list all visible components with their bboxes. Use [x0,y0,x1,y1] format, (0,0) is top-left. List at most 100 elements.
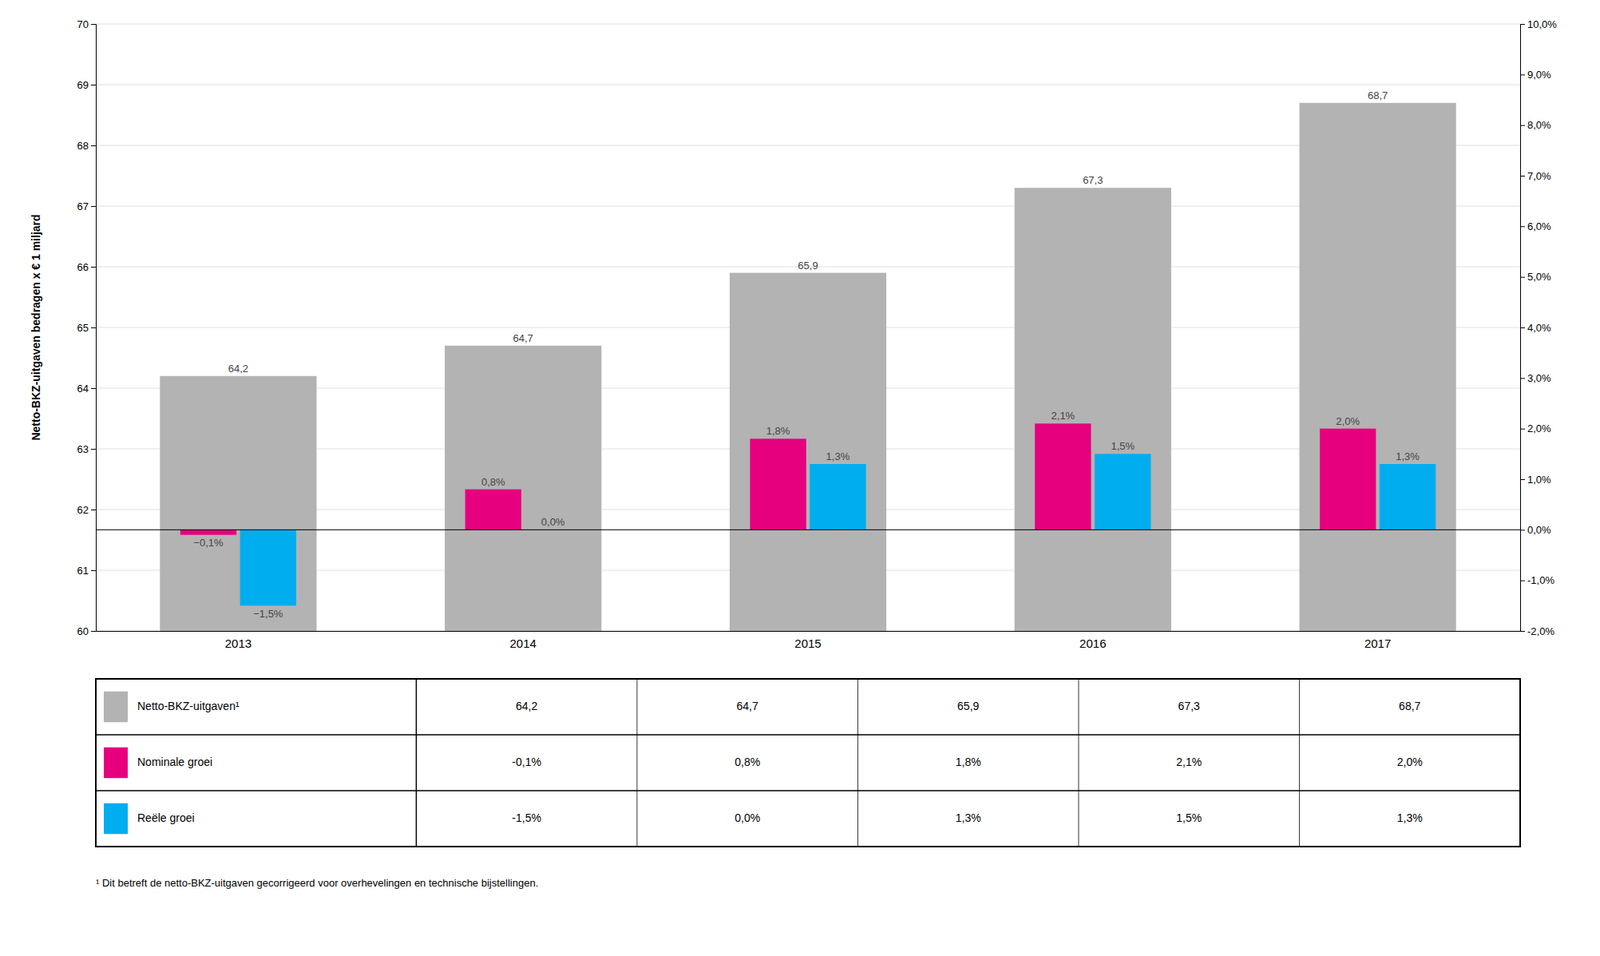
y2-axis-line [1520,24,1526,632]
table-swatch [103,747,128,779]
data-label: 64,2 [228,362,249,375]
tick-label: 2013 [225,636,252,650]
table-border [95,678,1521,847]
series-1 [180,423,1377,535]
tick-label: 63 [77,443,89,456]
y2-tick: -2,0% [1520,625,1555,638]
series-0 [159,102,1456,631]
y2-tick: 2,0% [1520,422,1552,435]
tick-mark [91,630,96,632]
data-labels: 64,264,765,967,368,7−0,1%0,8%1,8%2,1%2,0… [193,89,1420,620]
bar [180,529,237,535]
y2-tick: 5,0% [1520,270,1552,283]
y-axis: 6061626364656667686970 [77,18,97,638]
tick-mark [1520,277,1525,278]
tick-label: -2,0% [1527,625,1555,638]
tick-mark [1520,23,1525,25]
y2-tick: -1,0% [1520,574,1555,587]
data-label: 65,9 [797,259,818,272]
y-tick: 67 [77,200,96,213]
table-row-label: Nominale groei [137,755,213,769]
table-cell: 65,9 [957,699,979,713]
table-swatch [103,691,128,723]
y2-axis: -2,0%-1,0%0,0%1,0%2,0%3,0%4,0%5,0%6,0%7,… [1520,18,1557,638]
bar [465,489,522,531]
tick-mark [91,509,96,511]
plot-area: 64,264,765,967,368,7−0,1%0,8%1,8%2,1%2,0… [29,18,1557,650]
y-tick: 69 [77,79,96,92]
table-divider [415,678,418,847]
tick-mark [1520,327,1525,329]
y2-tick: 3,0% [1520,372,1552,385]
table-cell: 67,3 [1178,699,1200,713]
data-label: 2,1% [1051,409,1076,422]
x-tick: 2017 [1364,630,1391,650]
data-label: 1,3% [826,450,851,463]
grid [95,23,1521,631]
tick-mark [1520,630,1525,632]
tick-label: 2,0% [1527,422,1552,435]
table-row-line [95,733,1521,736]
table-cell: 1,3% [1397,811,1423,824]
tick-label: 2014 [510,636,537,650]
tick-mark [1520,225,1525,227]
grid-line [95,23,1521,25]
x-tick: 2015 [794,630,821,650]
y-tick: 60 [77,625,96,638]
y2-tick: 8,0% [1520,118,1552,131]
tick-mark [91,23,96,25]
tick-mark [91,84,96,86]
tick-label: 64 [77,382,89,395]
data-label: 0,0% [541,515,566,528]
tick-label: 65 [77,321,89,334]
tick-label: 4,0% [1527,321,1552,334]
data-label: 1,5% [1110,439,1135,452]
tick-label: 2017 [1364,636,1391,650]
tick-label: 66 [77,261,89,274]
table-row-label: Reële groei [137,811,195,824]
y-tick: 65 [77,321,96,334]
tick-label: 61 [77,564,89,577]
table-swatch [103,803,128,835]
tick-label: 69 [77,79,89,92]
y-tick: 66 [77,261,96,274]
bars [159,102,1456,631]
y-tick: 61 [77,564,96,577]
data-label: 2,0% [1335,415,1360,428]
x-axis-line [96,630,1521,632]
data-label: 68,7 [1367,89,1388,102]
tick-label: 60 [77,625,89,638]
bar [1319,428,1376,531]
tick-mark [91,327,96,329]
bar [809,463,866,530]
y2-tick: 4,0% [1520,321,1552,334]
table-cell: 68,7 [1398,699,1421,713]
tick-label: 68 [77,139,89,152]
tick-label: -1,0% [1527,574,1555,587]
tick-mark [91,266,96,268]
data-label: 67,3 [1082,174,1103,187]
tick-mark [1520,580,1525,582]
tick-label: 9,0% [1527,68,1552,81]
table-col-line [1299,678,1300,847]
bar [729,273,887,631]
tick-label: 67 [77,200,89,213]
bar [1014,187,1172,631]
tick-mark [91,145,96,147]
zero-line [95,529,1521,531]
tick-label: 10,0% [1527,18,1557,31]
table-cell: 1,8% [955,755,982,769]
table-cell: 0,8% [734,755,761,769]
tick-mark [91,388,96,389]
tick-mark [1520,529,1525,531]
data-label: 1,3% [1395,450,1420,463]
y2-tick: 10,0% [1520,18,1557,31]
tick-mark [1520,377,1525,379]
tick-label: 1,0% [1527,473,1552,486]
bar [1299,102,1456,631]
y-tick: 64 [77,382,96,395]
table-cell: 1,3% [955,811,982,824]
y-tick: 70 [77,18,96,31]
tick-label: 5,0% [1527,270,1552,283]
data-label: 64,7 [513,332,534,345]
